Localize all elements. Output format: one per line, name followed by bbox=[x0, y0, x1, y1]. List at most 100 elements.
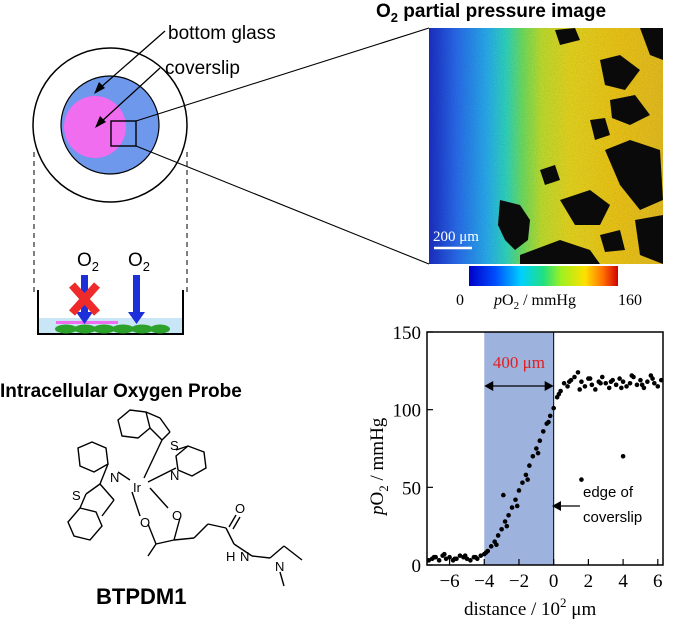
data-point bbox=[514, 503, 520, 509]
data-point bbox=[447, 554, 452, 560]
data-point bbox=[473, 554, 478, 560]
cell bbox=[150, 324, 170, 334]
atom-n: N bbox=[240, 549, 249, 564]
data-point bbox=[579, 379, 584, 385]
data-point bbox=[488, 544, 494, 549]
x-tick-label: −4 bbox=[474, 571, 495, 592]
data-point bbox=[599, 374, 605, 380]
data-point bbox=[613, 382, 619, 388]
data-point bbox=[551, 405, 556, 411]
data-point bbox=[650, 376, 655, 381]
data-point bbox=[598, 380, 603, 386]
data-points bbox=[427, 370, 663, 563]
cell bbox=[74, 324, 96, 334]
y-tick-label: 100 bbox=[393, 401, 422, 422]
atom-s: S bbox=[72, 488, 81, 503]
data-point bbox=[431, 554, 437, 560]
data-point bbox=[442, 551, 447, 557]
data-point bbox=[516, 488, 522, 493]
span-arrow bbox=[484, 381, 554, 391]
data-point bbox=[547, 413, 553, 419]
data-point bbox=[483, 550, 489, 555]
atom-s: S bbox=[170, 438, 179, 453]
colorbar-max: 160 bbox=[618, 292, 642, 309]
data-point bbox=[534, 446, 539, 451]
data-point bbox=[655, 384, 661, 389]
data-point bbox=[540, 429, 546, 434]
o2-arrow-right-shaft bbox=[133, 275, 140, 313]
data-point bbox=[620, 453, 626, 459]
data-point bbox=[561, 380, 567, 386]
zoom-line-bottom bbox=[135, 145, 430, 265]
edge-annotation-line1: edge of bbox=[583, 484, 634, 501]
data-point bbox=[537, 438, 543, 444]
axis-ticks: −6 −4 −2 0 2 4 6 0 50 100 150 bbox=[393, 323, 663, 592]
data-point bbox=[658, 377, 663, 383]
data-point bbox=[525, 477, 530, 482]
data-point bbox=[627, 380, 633, 386]
data-point bbox=[639, 382, 645, 388]
dish-top-view: bottom glass coverslip bbox=[32, 23, 276, 203]
colorbar-min: 0 bbox=[456, 292, 464, 309]
x-tick-label: 2 bbox=[584, 571, 594, 592]
po2-distance-chart: −6 −4 −2 0 2 4 6 0 50 100 150 400 μm edge of cover… bbox=[367, 323, 664, 620]
data-point bbox=[520, 480, 525, 485]
o2-label-left: O2 bbox=[77, 250, 99, 274]
data-point bbox=[509, 505, 515, 510]
blocked-cross-icon bbox=[69, 282, 100, 316]
data-point bbox=[645, 379, 650, 385]
x-tick-label: −2 bbox=[509, 571, 529, 592]
dish-wall bbox=[37, 290, 184, 335]
data-point bbox=[462, 553, 468, 558]
data-point bbox=[506, 512, 511, 518]
zoom-region-box bbox=[110, 120, 137, 147]
cell bbox=[93, 324, 115, 334]
coverslip-side bbox=[56, 321, 118, 324]
x-axis-label: distance / 102 μm bbox=[464, 595, 596, 620]
data-point bbox=[523, 472, 529, 478]
data-point bbox=[457, 553, 463, 558]
y-tick-label: 50 bbox=[402, 478, 421, 499]
probe-name: BTPDM1 bbox=[96, 584, 186, 609]
molecule-atoms: S S N N Ir O O O N N H bbox=[72, 438, 284, 574]
data-point bbox=[436, 558, 442, 563]
o2-label-right: O2 bbox=[128, 250, 150, 274]
bottom-glass-label: bottom glass bbox=[168, 23, 276, 44]
cell-layer bbox=[55, 324, 170, 334]
data-point bbox=[504, 523, 510, 529]
po2-image-panel: O2 partial pressure image 200 μm bbox=[376, 1, 663, 312]
data-point bbox=[629, 373, 635, 378]
atom-ir: Ir bbox=[133, 480, 142, 495]
data-point bbox=[617, 376, 622, 381]
cell bbox=[55, 324, 77, 334]
data-point bbox=[577, 387, 583, 392]
data-point bbox=[575, 370, 581, 375]
data-point bbox=[606, 385, 612, 391]
bottom-glass-arrowhead bbox=[94, 82, 105, 94]
atom-n: N bbox=[110, 470, 119, 485]
y-axis-label: pO2 / mmHg bbox=[367, 417, 391, 517]
data-point bbox=[535, 450, 541, 456]
data-point bbox=[608, 379, 614, 385]
y-tick-label: 150 bbox=[393, 323, 422, 344]
x-tick-label: 6 bbox=[653, 571, 663, 592]
x-tick-label: 4 bbox=[618, 571, 628, 592]
coverslip-label: coverslip bbox=[165, 58, 240, 79]
data-point bbox=[589, 382, 595, 388]
colorbar-label: pO2 / mmHg bbox=[493, 292, 576, 312]
o2-arrow-right-head bbox=[128, 312, 145, 324]
atom-o: O bbox=[235, 501, 245, 516]
bottom-glass-pointer bbox=[99, 30, 166, 89]
data-point bbox=[527, 463, 532, 468]
data-point bbox=[582, 384, 588, 389]
data-point bbox=[566, 379, 572, 385]
x-tick-label: −6 bbox=[439, 571, 459, 592]
o2-arrow-left-head bbox=[76, 312, 93, 324]
data-point bbox=[619, 385, 624, 391]
data-point bbox=[620, 379, 626, 385]
cell bbox=[131, 324, 153, 334]
image-dark-regions bbox=[498, 28, 663, 264]
data-point bbox=[579, 477, 584, 482]
atom-n: N bbox=[275, 559, 284, 574]
